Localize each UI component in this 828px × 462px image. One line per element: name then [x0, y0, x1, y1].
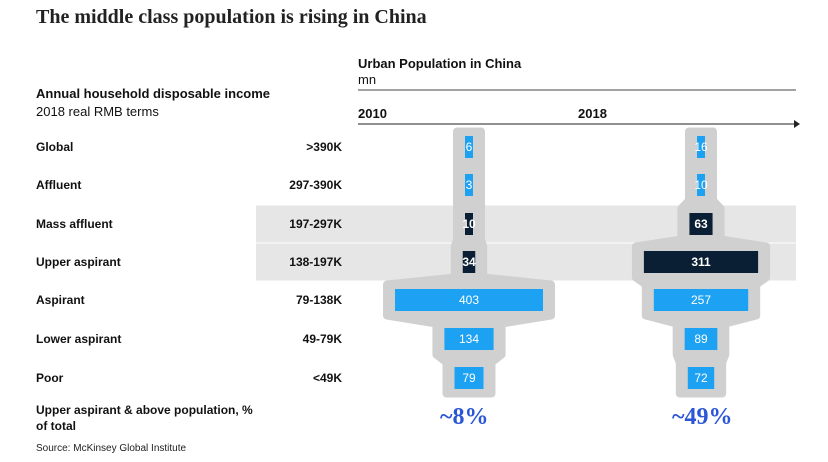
share-value-2018: ~49% [672, 404, 733, 430]
data-label-2018-aspirant: 257 [691, 293, 711, 307]
data-label-2018-global: 16 [694, 140, 708, 154]
data-label-2010-upper-aspirant: 34 [462, 255, 476, 269]
data-label-2010-global: 6 [466, 140, 473, 154]
income-range-mass-affluent: 197-297K [289, 217, 342, 231]
year-label-2018: 2018 [578, 106, 607, 121]
income-range-affluent: 297-390K [289, 178, 342, 192]
bar-2018-poor [687, 367, 715, 389]
share-value-2010: ~8% [440, 404, 489, 430]
data-label-2010-mass-affluent: 10 [462, 217, 476, 231]
bar-2010-mass-affluent [465, 213, 473, 235]
data-label-2018-mass-affluent: 63 [694, 217, 708, 231]
income-axis-title: Annual household disposable income [36, 86, 271, 101]
category-label-affluent: Affluent [36, 178, 81, 192]
bar-2018-upper-aspirant [643, 251, 759, 273]
bar-2010-lower-aspirant [444, 328, 494, 350]
urban-population-title: Urban Population in China [358, 56, 522, 71]
income-range-global: >390K [306, 140, 342, 154]
year-axis-arrow [794, 120, 800, 128]
bar-2010-upper-aspirant [462, 251, 476, 273]
category-label-upper-aspirant: Upper aspirant [36, 255, 121, 269]
income-range-upper-aspirant: 138-197K [289, 255, 342, 269]
category-label-mass-affluent: Mass affluent [36, 217, 113, 231]
bar-2010-global [465, 136, 473, 158]
category-label-aspirant: Aspirant [36, 293, 85, 307]
chart-title: The middle class population is rising in… [36, 6, 427, 28]
data-label-2018-affluent: 10 [694, 178, 708, 192]
category-label-poor: Poor [36, 371, 64, 385]
source-note: Source: McKinsey Global Institute [36, 443, 187, 454]
year-label-2010: 2010 [358, 106, 387, 121]
bar-2018-global [697, 136, 705, 158]
category-label-global: Global [36, 140, 73, 154]
bar-2010-aspirant [395, 289, 543, 311]
income-axis-subtitle: 2018 real RMB terms [36, 104, 159, 119]
data-label-2010-poor: 79 [462, 371, 476, 385]
income-range-poor: <49K [313, 371, 342, 385]
bar-2018-mass-affluent [689, 213, 713, 235]
bar-2010-affluent [465, 174, 473, 196]
category-label-lower-aspirant: Lower aspirant [36, 332, 121, 346]
bar-2018-affluent [697, 174, 705, 196]
data-label-2018-lower-aspirant: 89 [694, 332, 708, 346]
bar-2010-poor [454, 367, 484, 389]
data-label-2018-upper-aspirant: 311 [691, 255, 711, 269]
urban-population-unit: mn [358, 72, 377, 87]
bar-2018-aspirant [653, 289, 749, 311]
income-range-lower-aspirant: 49-79K [303, 332, 343, 346]
bar-2018-lower-aspirant [684, 328, 718, 350]
share-label: Upper aspirant & above population, % of … [36, 403, 253, 433]
data-label-2018-poor: 72 [694, 371, 708, 385]
data-label-2010-lower-aspirant: 134 [459, 332, 479, 346]
income-range-aspirant: 79-138K [296, 293, 342, 307]
data-label-2010-affluent: 3 [466, 178, 473, 192]
data-label-2010-aspirant: 403 [459, 293, 479, 307]
